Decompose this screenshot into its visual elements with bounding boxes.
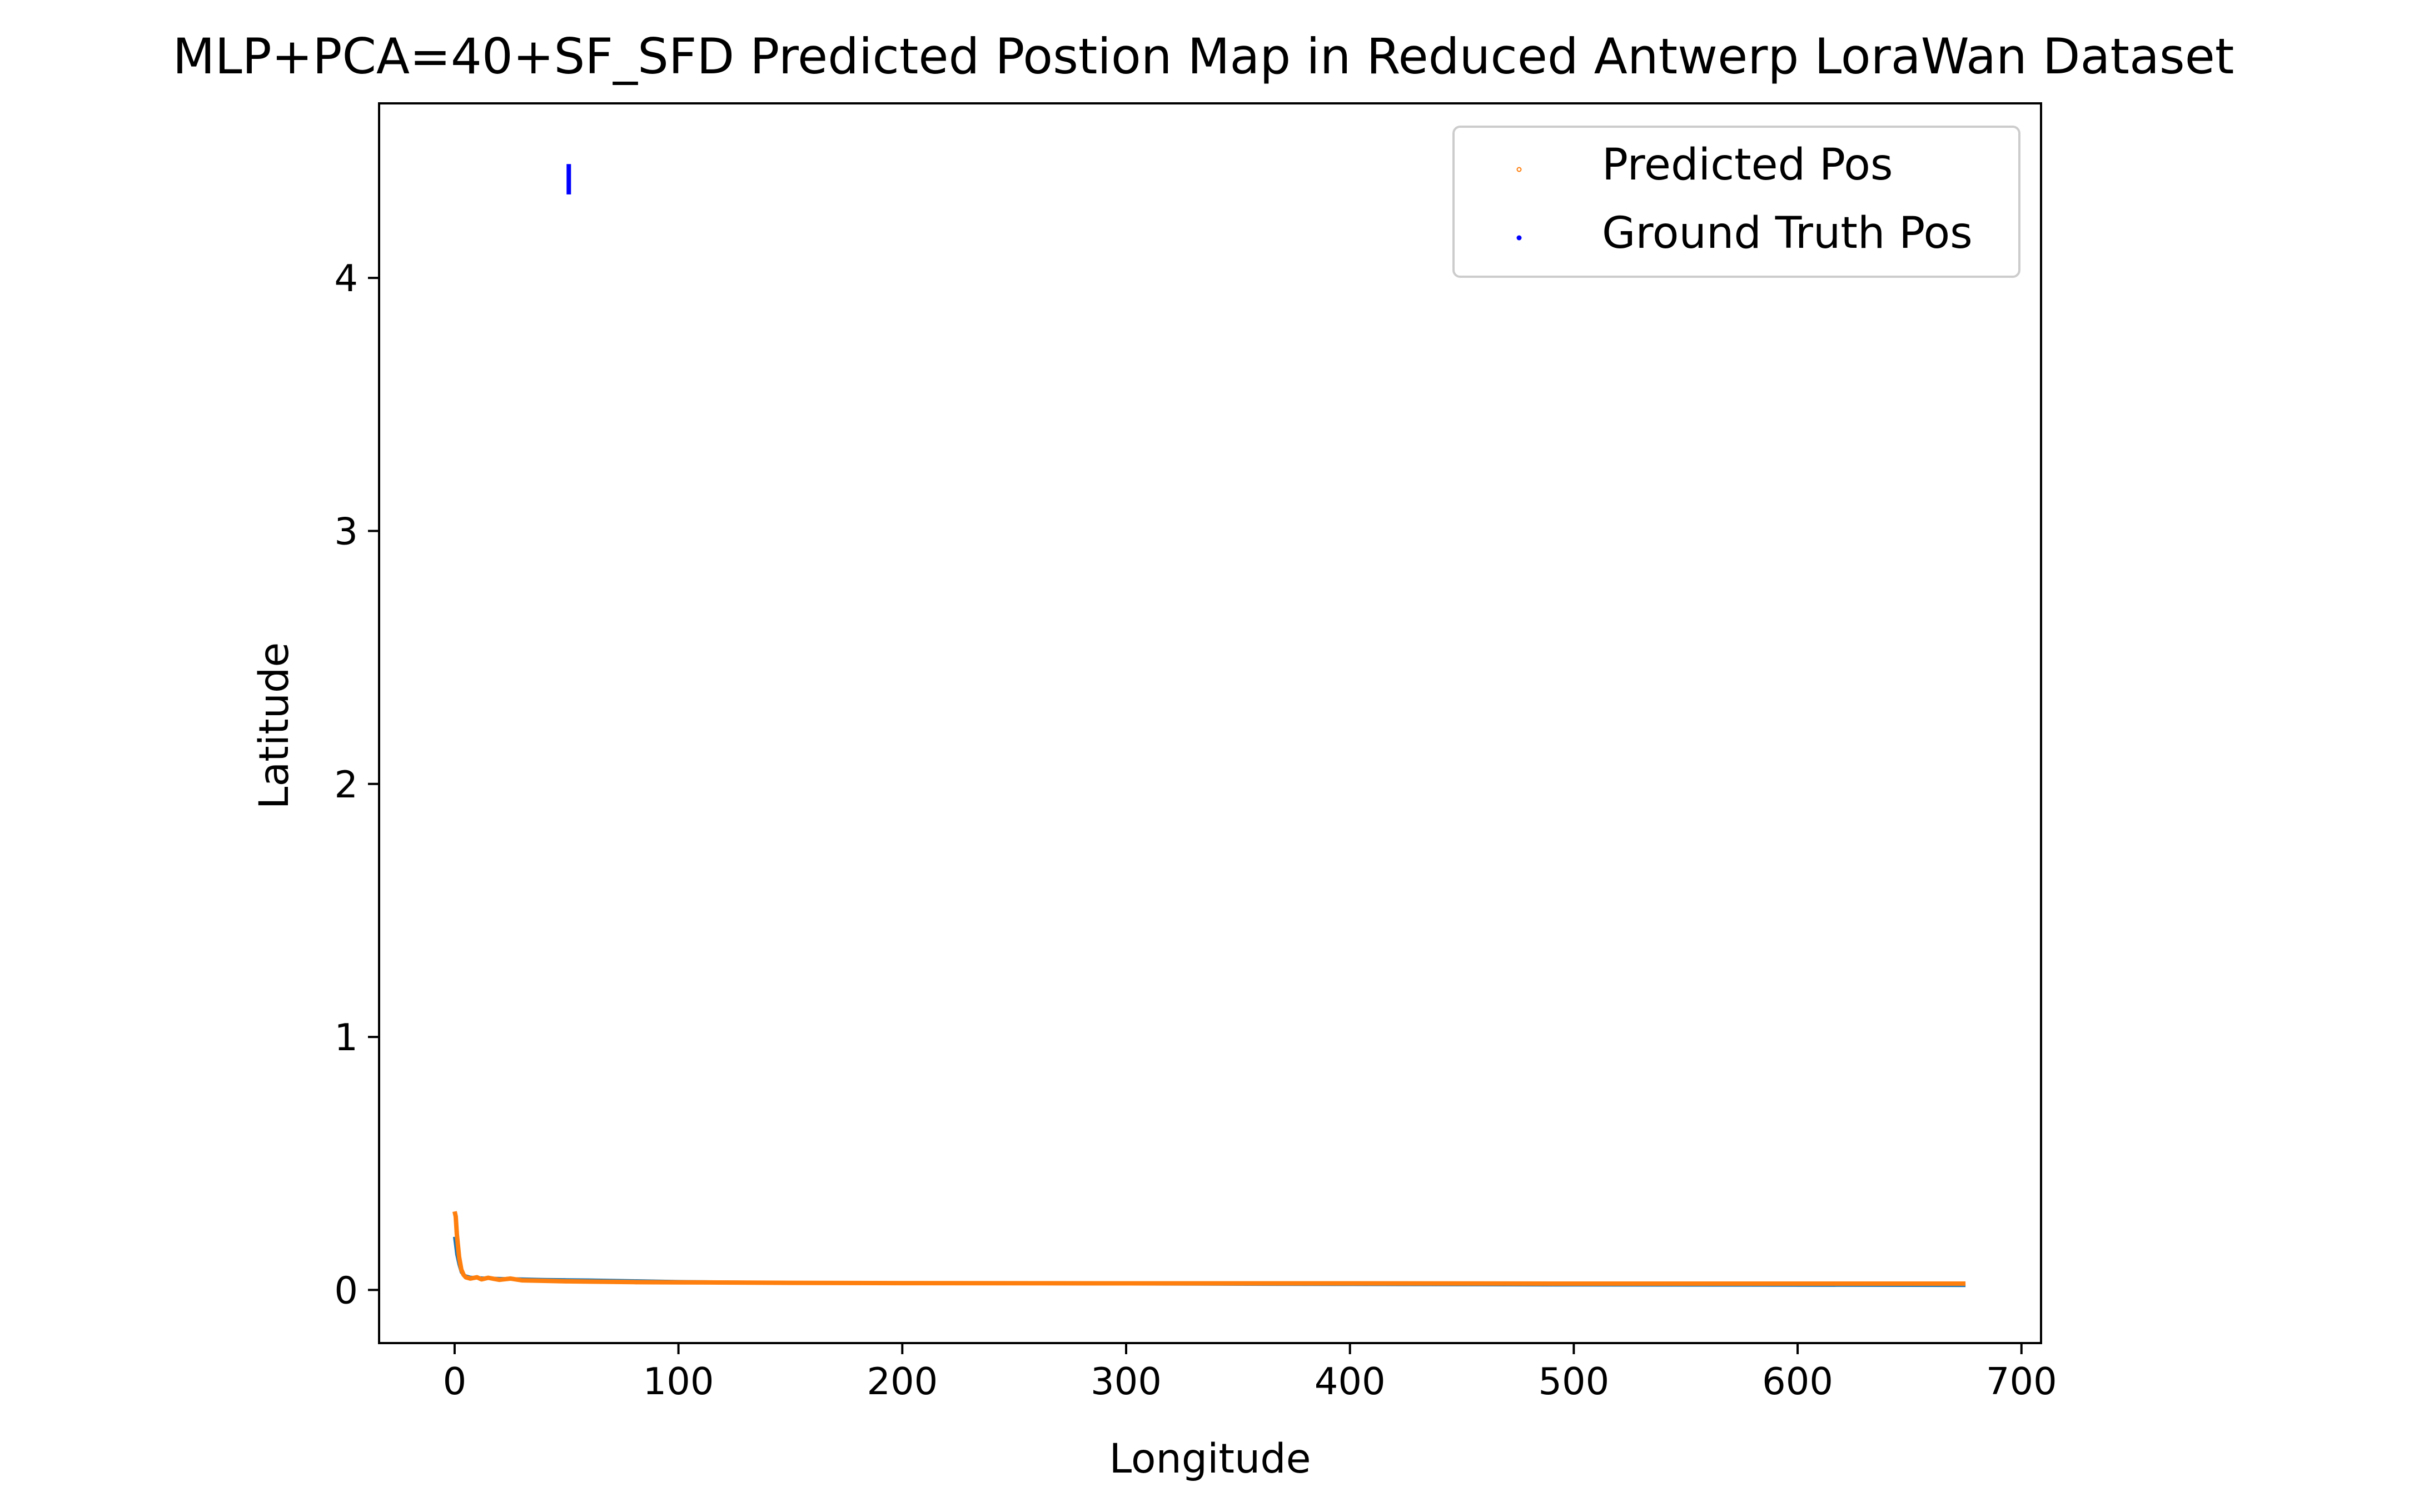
x-tick-label: 300: [1091, 1360, 1162, 1403]
y-axis-ticks: 0 1 2 3 4: [334, 257, 379, 1312]
x-tick-label: 200: [867, 1360, 938, 1403]
legend-marker-predicted: [1516, 167, 1522, 172]
x-axis-label: Longitude: [1109, 1435, 1311, 1483]
x-tick-label: 700: [1986, 1360, 2057, 1403]
series-layer: [452, 164, 1966, 1288]
x-tick-label: 400: [1315, 1360, 1386, 1403]
plot-frame: [378, 102, 2042, 1344]
x-tick-label: 100: [643, 1360, 714, 1403]
x-tick-label: 500: [1538, 1360, 1609, 1403]
legend-label-predicted: Predicted Pos: [1602, 140, 1893, 190]
legend-label-ground-truth: Ground Truth Pos: [1602, 208, 1973, 258]
x-tick-label: 600: [1762, 1360, 1833, 1403]
legend-box: [1452, 126, 2020, 278]
y-tick-label: 2: [334, 763, 358, 806]
y-tick-label: 4: [334, 257, 358, 300]
legend-marker-ground-truth: [1516, 235, 1522, 241]
y-axis-label: Latitude: [251, 642, 298, 809]
x-tick-label: 0: [443, 1360, 467, 1403]
x-axis-ticks: 0 100 200 300 400 500 600 700: [443, 1343, 2057, 1403]
y-tick-label: 1: [334, 1016, 358, 1059]
chart-title: MLP+PCA=40+SF_SFD Predicted Postion Map …: [173, 28, 2234, 85]
y-tick-label: 0: [334, 1269, 358, 1312]
legend: Predicted Pos Ground Truth Pos: [1452, 126, 2020, 278]
y-tick-label: 3: [334, 510, 358, 553]
predicted-trace-orange-line: [452, 1211, 1966, 1286]
